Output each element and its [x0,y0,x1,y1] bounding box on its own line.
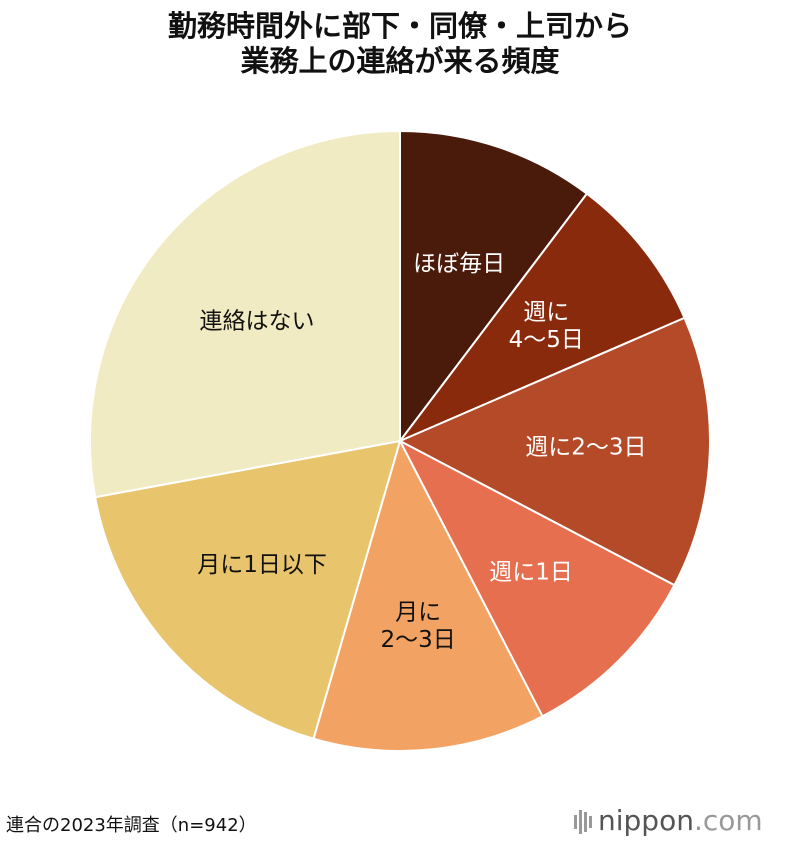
logo: nippon.com [574,804,763,837]
slice-label: 月に 2〜3日 [380,599,455,653]
chart-title: 勤務時間外に部下・同僚・上司から業務上の連絡が来る頻度 [168,9,632,78]
pie-slice [89,129,401,499]
logo-text: nippon.com [598,804,763,837]
pie-slice [396,192,686,444]
slice-label: 週に2〜3日 [525,435,646,461]
logo-brand: nippon [598,804,694,837]
slice-label: 週に1日 [489,559,573,585]
slice-label: ほぼ毎日 [413,251,505,277]
logo-icon [574,810,592,834]
pie-slice [397,316,711,587]
pie-slice [399,129,589,444]
pie-slice [93,439,402,740]
slice-label: 週に 4〜5日 [509,299,584,353]
pie-slice [397,438,676,718]
logo-suffix: .com [694,804,763,837]
slice-label: 連絡はない [200,308,315,334]
slice-label: 月に1日以下 [197,552,327,578]
source-note: 連合の2023年調査（n=942） [6,815,257,836]
pie-slice [312,438,544,752]
